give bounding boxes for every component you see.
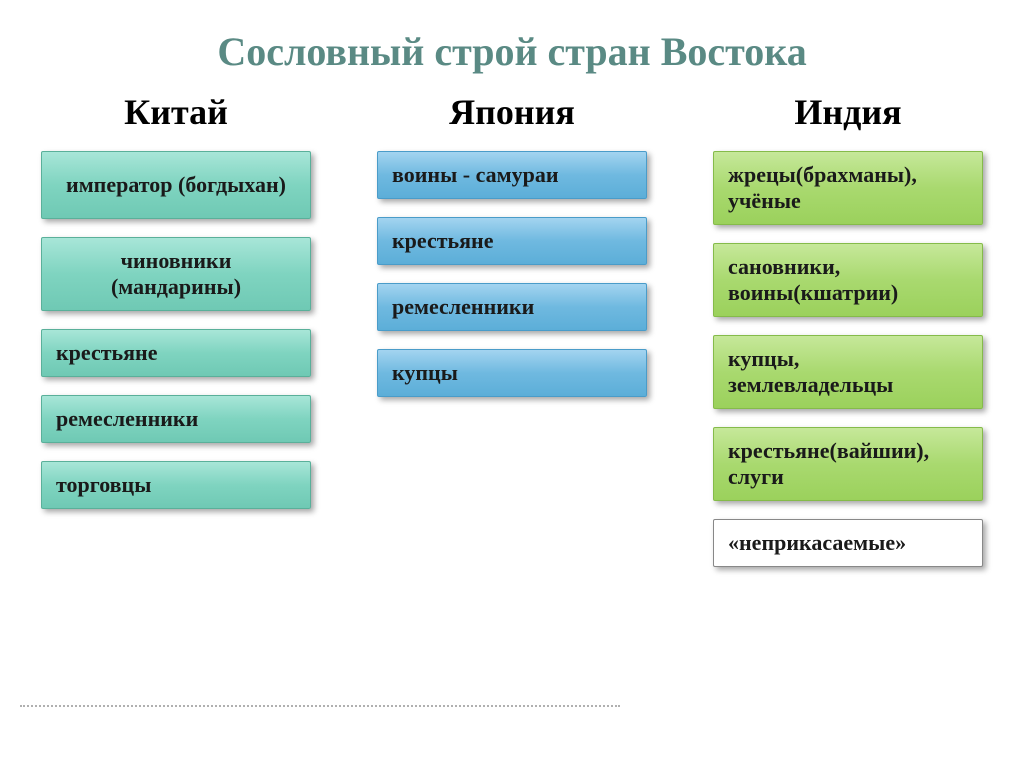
decorative-dotted-line xyxy=(20,705,620,707)
estate-box: император (богдыхан) xyxy=(41,151,311,219)
estate-box: купцы, землевладельцы xyxy=(713,335,983,409)
estate-box: крестьяне(вайшии), слуги xyxy=(713,427,983,501)
estate-box: торговцы xyxy=(41,461,311,509)
column-india: Индия жрецы(брахманы), учёные сановники,… xyxy=(690,85,1006,585)
estate-box: жрецы(брахманы), учёные xyxy=(713,151,983,225)
estate-box: сановники, воины(кшатрии) xyxy=(713,243,983,317)
estate-box: купцы xyxy=(377,349,647,397)
column-heading: Япония xyxy=(449,91,575,133)
column-japan: Япония воины - самураи крестьяне ремесле… xyxy=(354,85,670,585)
estate-box: крестьяне xyxy=(377,217,647,265)
column-heading: Индия xyxy=(794,91,901,133)
column-heading: Китай xyxy=(124,91,228,133)
estate-box: ремесленники xyxy=(377,283,647,331)
columns-container: Китай император (богдыхан) чиновники (ма… xyxy=(0,85,1024,585)
estate-box: воины - самураи xyxy=(377,151,647,199)
estate-box: чиновники (мандарины) xyxy=(41,237,311,311)
estate-box: «неприкасаемые» xyxy=(713,519,983,567)
estate-box: крестьяне xyxy=(41,329,311,377)
column-china: Китай император (богдыхан) чиновники (ма… xyxy=(18,85,334,585)
page-title: Сословный строй стран Востока xyxy=(0,0,1024,85)
estate-box: ремесленники xyxy=(41,395,311,443)
